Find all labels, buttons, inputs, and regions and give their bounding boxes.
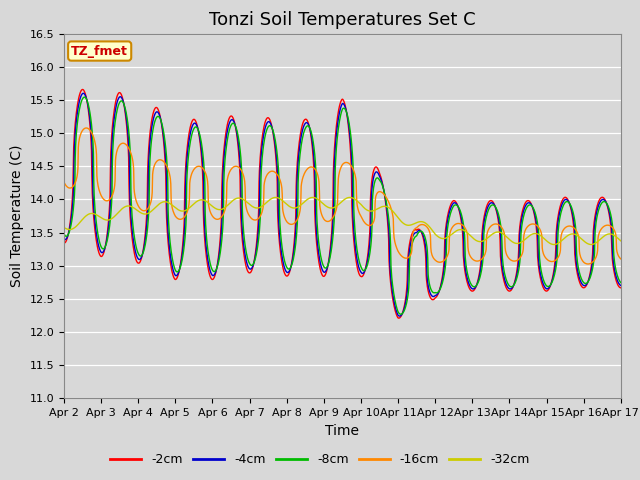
X-axis label: Time: Time	[325, 424, 360, 438]
Legend: -2cm, -4cm, -8cm, -16cm, -32cm: -2cm, -4cm, -8cm, -16cm, -32cm	[105, 448, 535, 471]
Y-axis label: Soil Temperature (C): Soil Temperature (C)	[10, 145, 24, 287]
Title: Tonzi Soil Temperatures Set C: Tonzi Soil Temperatures Set C	[209, 11, 476, 29]
Text: TZ_fmet: TZ_fmet	[71, 45, 128, 58]
